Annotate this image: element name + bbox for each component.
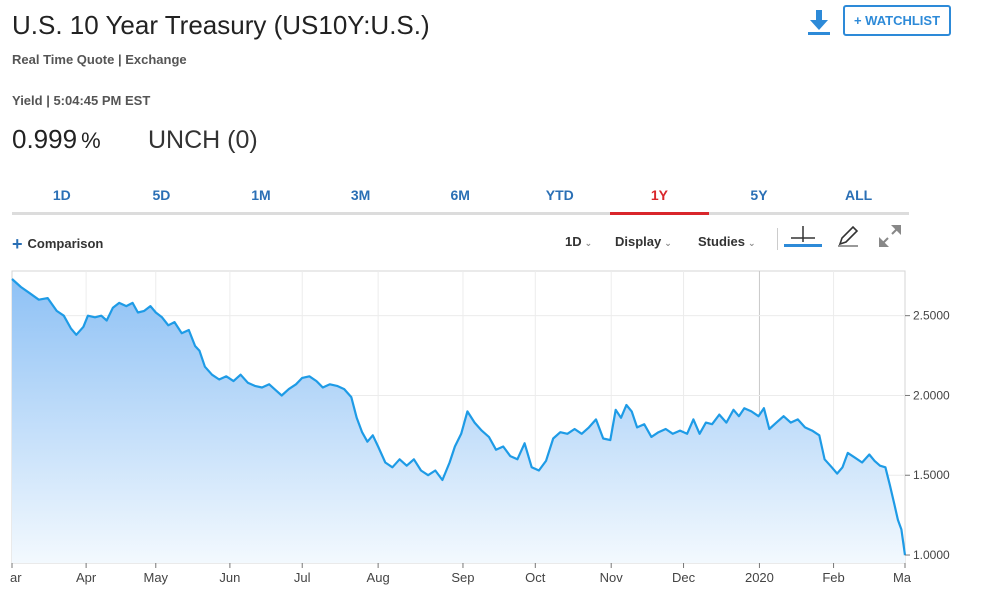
x-tick-label: May bbox=[143, 570, 168, 585]
expand-icon[interactable] bbox=[877, 223, 903, 249]
interval-label: 1D bbox=[565, 234, 582, 249]
crosshair-icon[interactable] bbox=[783, 224, 823, 248]
yield-timestamp: Yield | 5:04:45 PM EST bbox=[12, 93, 151, 108]
x-tick-label: Oct bbox=[525, 570, 546, 585]
range-tabs: 1D 5D 1M 3M 6M YTD 1Y 5Y ALL bbox=[12, 180, 909, 215]
y-tick-label: 2.5000 bbox=[913, 309, 950, 323]
chevron-down-icon: ⌄ bbox=[664, 238, 672, 248]
price-unit: % bbox=[81, 128, 101, 153]
price-display: 0.999% bbox=[12, 124, 101, 155]
display-label: Display bbox=[615, 234, 662, 249]
plus-icon: + bbox=[12, 234, 23, 254]
y-tick-label: 2.0000 bbox=[913, 388, 950, 402]
yield-chart[interactable]: 1.0000 1.5000 2.0000 2.5000 ar Apr May Jun Jul A… bbox=[0, 265, 987, 595]
x-tick-label: Ma bbox=[893, 570, 912, 585]
x-tick-label: Sep bbox=[451, 570, 474, 585]
pencil-icon[interactable] bbox=[836, 224, 860, 248]
tab-1d[interactable]: 1D bbox=[52, 187, 71, 203]
x-tick-label: Dec bbox=[672, 570, 696, 585]
comparison-button[interactable]: + Comparison bbox=[12, 234, 103, 255]
area-fill bbox=[12, 279, 905, 563]
y-tick-label: 1.5000 bbox=[913, 468, 950, 482]
x-tick-label: Jul bbox=[294, 570, 311, 585]
price-value: 0.999 bbox=[12, 124, 78, 154]
x-tick-label: Apr bbox=[76, 570, 97, 585]
tab-6m[interactable]: 6M bbox=[450, 187, 470, 203]
tab-5d[interactable]: 5D bbox=[152, 187, 171, 203]
tab-3m[interactable]: 3M bbox=[350, 187, 371, 203]
series-line bbox=[11, 278, 907, 556]
chevron-down-icon: ⌄ bbox=[747, 238, 756, 248]
tab-1y[interactable]: 1Y bbox=[609, 180, 710, 215]
download-icon[interactable] bbox=[806, 8, 832, 36]
toolbar-divider bbox=[777, 228, 778, 250]
tab-1m[interactable]: 1M bbox=[251, 187, 271, 203]
watchlist-button[interactable]: + WATCHLIST bbox=[843, 5, 951, 36]
y-tick-label: 1.0000 bbox=[913, 548, 950, 562]
x-tick-label: Nov bbox=[600, 570, 624, 585]
interval-dropdown[interactable]: 1D ⌄ bbox=[565, 234, 592, 249]
x-tick-label: Aug bbox=[367, 570, 390, 585]
price-change: UNCH (0) bbox=[148, 126, 258, 154]
x-tick-label: Jun bbox=[219, 570, 240, 585]
tab-5y[interactable]: 5Y bbox=[750, 187, 768, 203]
x-tick-label: 2020 bbox=[745, 570, 774, 585]
x-tick-label: Feb bbox=[822, 570, 844, 585]
studies-dropdown[interactable]: Studies ⌄ bbox=[698, 234, 756, 249]
chevron-down-icon: ⌄ bbox=[584, 238, 593, 248]
studies-label: Studies bbox=[698, 234, 745, 249]
comparison-label: Comparison bbox=[27, 236, 104, 251]
x-tick-label: ar bbox=[10, 570, 22, 585]
tab-all[interactable]: ALL bbox=[844, 187, 873, 203]
tab-ytd[interactable]: YTD bbox=[545, 187, 574, 203]
display-dropdown[interactable]: Display ⌄ bbox=[615, 234, 672, 249]
quote-source: Real Time Quote | Exchange bbox=[12, 52, 187, 67]
page-title: U.S. 10 Year Treasury (US10Y:U.S.) bbox=[12, 10, 430, 40]
